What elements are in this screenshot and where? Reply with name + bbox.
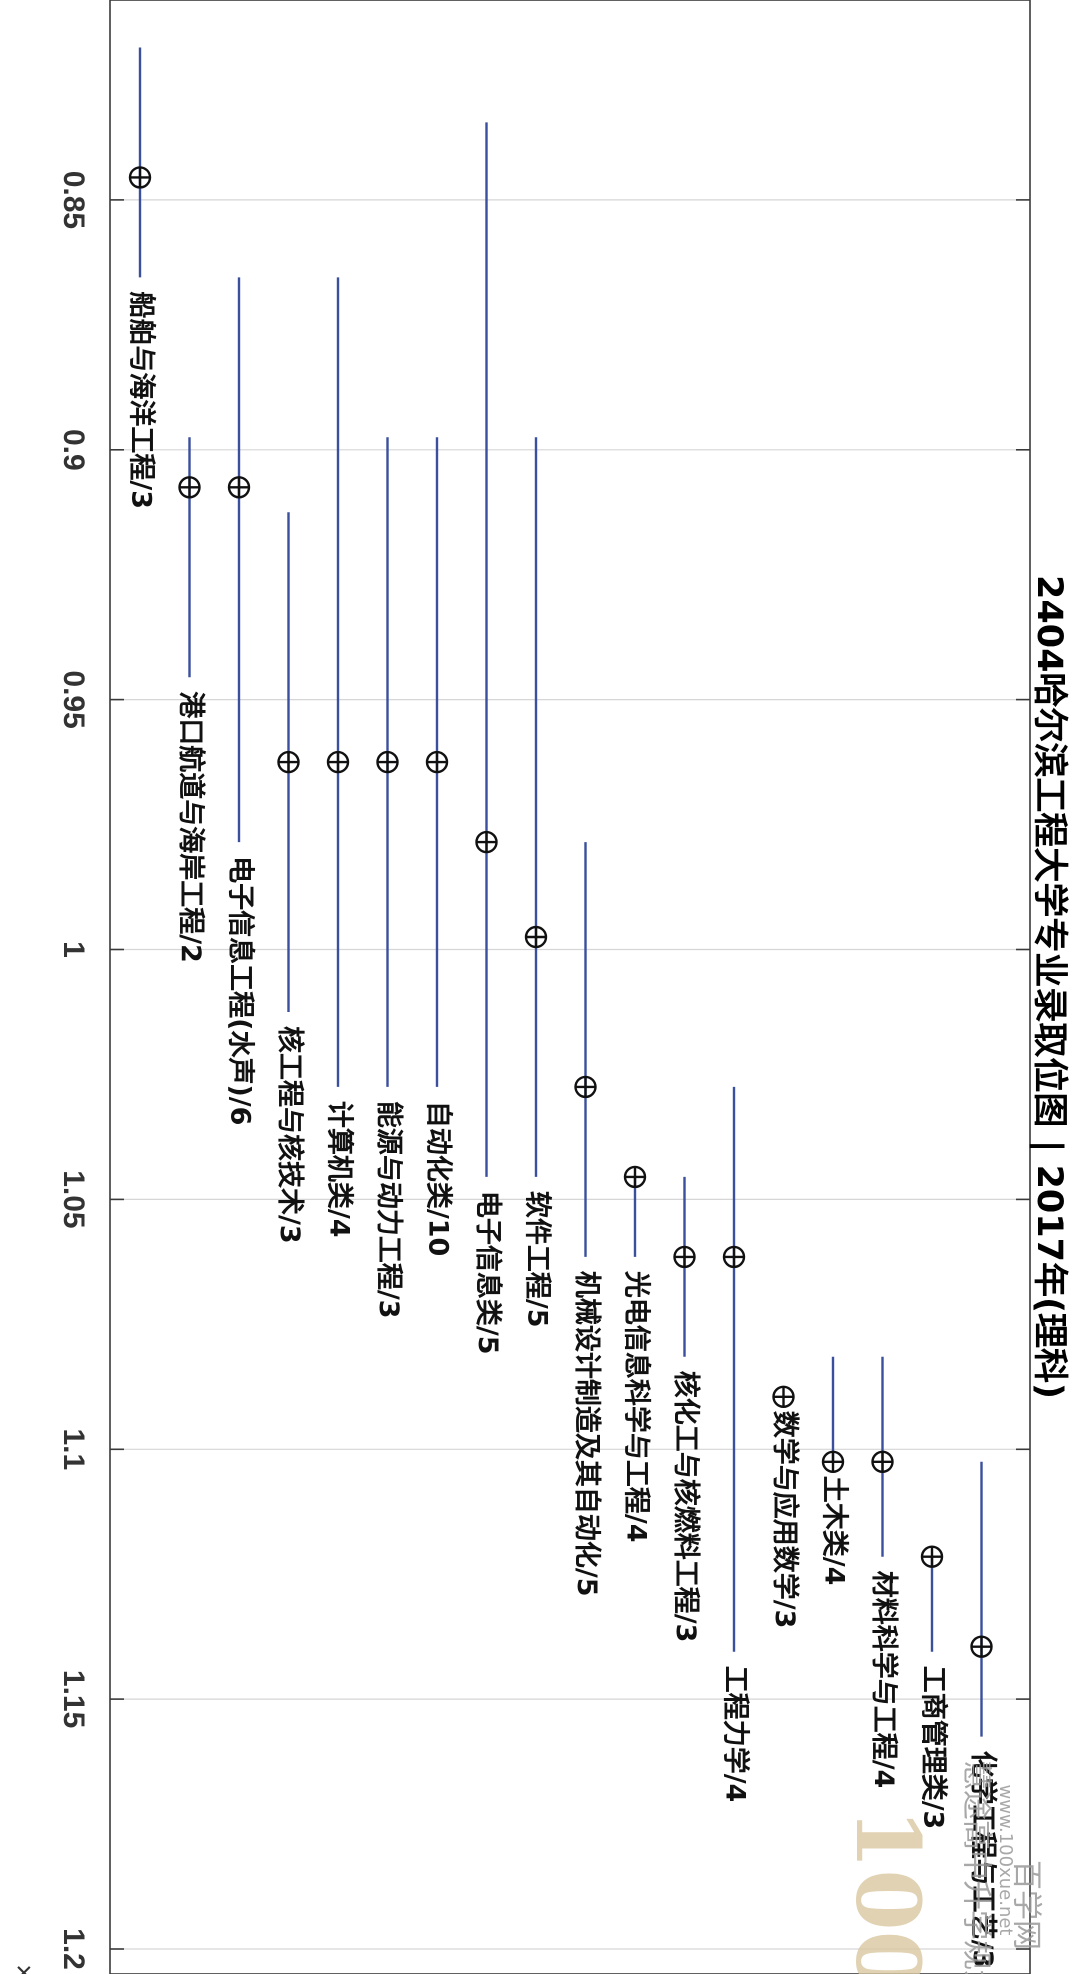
range-item: 机械设计制造及其自动化/5	[571, 842, 603, 1597]
category-label: 核化工与核燃料工程/3	[670, 1371, 702, 1643]
value-axis: 0.85 0.9 0.95 1 1.05 1.1 1.15 1.2	[57, 171, 1030, 1970]
axis-exponent-base: ×104	[7, 1964, 46, 1974]
range-item: 港口航道与海岸工程/2	[175, 437, 207, 963]
range-item: 光电信息科学与工程/4	[621, 1165, 653, 1543]
range-item: 电子信息工程(水声)/6	[225, 277, 257, 1125]
category-label: 机械设计制造及其自动化/5	[571, 1271, 603, 1597]
axis-tick-label: 1.2	[57, 1928, 90, 1970]
category-label: 软件工程/5	[522, 1191, 553, 1328]
category-label: 工商管理类/3	[918, 1666, 949, 1830]
range-item: 土木类/4	[819, 1356, 850, 1586]
category-label: 电子信息工程(水声)/6	[225, 856, 257, 1125]
range-item: 能源与动力工程/3	[373, 437, 405, 1319]
chart-title: 2404哈尔滨工程大学专业录取位图 | 2017年(理科)	[1029, 575, 1070, 1399]
range-item: 船舶与海洋工程/3	[126, 47, 158, 509]
category-label: 光电信息科学与工程/4	[621, 1270, 653, 1543]
category-label: 土木类/4	[819, 1476, 850, 1586]
category-label: 工程力学/4	[720, 1666, 752, 1803]
range-item: 化学工程与工艺/3	[967, 1461, 999, 1969]
range-item: 核化工与核燃料工程/3	[670, 1176, 702, 1643]
range-item: 数学与应用数学/3	[769, 1385, 801, 1629]
category-label: 数学与应用数学/3	[769, 1411, 801, 1629]
range-item: 电子信息类/5	[472, 122, 504, 1355]
axis-tick-label: 0.85	[57, 171, 90, 229]
range-item: 工程力学/4	[720, 1086, 752, 1803]
range-item: 工商管理类/3	[918, 1545, 949, 1830]
axis-tick-label: 0.95	[57, 670, 90, 728]
range-item: 软件工程/5	[522, 437, 553, 1328]
watermark-source: 慧途高中升学规划	[959, 1760, 994, 1974]
axis-tick-label: 1.05	[57, 1170, 90, 1228]
range-item: 计算机类/4	[324, 277, 356, 1238]
range-item: 材料科学与工程/4	[868, 1356, 900, 1789]
watermark-brand: 百学网	[1009, 1860, 1044, 1950]
axis-tick-label: 1	[57, 941, 90, 958]
category-label: 电子信息类/5	[472, 1191, 504, 1355]
category-label: 化学工程与工艺/3	[967, 1751, 999, 1969]
grid-lines	[110, 199, 1030, 1950]
range-series: 船舶与海洋工程/3 港口航道与海岸工程/2 电子信息工程(水声)/6 核工程与核技术/…	[126, 47, 999, 1969]
category-label: 船舶与海洋工程/3	[126, 291, 158, 509]
category-label: 港口航道与海岸工程/2	[175, 691, 207, 963]
category-label: 核工程与核技术/3	[274, 1026, 306, 1244]
axis-tick-label: 1.15	[57, 1670, 90, 1728]
watermark: 100 百学网 慧途高中升学规划 www.100xue.net	[836, 1760, 1044, 1974]
axis-tick-label: 1.1	[57, 1428, 90, 1470]
category-label: 能源与动力工程/3	[373, 1101, 405, 1319]
axis-exponent: ×104	[7, 1964, 46, 1974]
axis-tick-label: 0.9	[57, 429, 90, 471]
range-item: 核工程与核技术/3	[274, 512, 306, 1244]
range-item: 自动化类/10	[423, 437, 455, 1256]
category-label: 计算机类/4	[324, 1101, 356, 1238]
plot-frame	[109, 0, 1031, 1974]
category-label: 自动化类/10	[423, 1101, 455, 1256]
category-label: 材料科学与工程/4	[868, 1571, 900, 1789]
watermark-badge: 100	[836, 1808, 940, 1974]
watermark-url: www.100xue.net	[995, 1785, 1016, 1936]
